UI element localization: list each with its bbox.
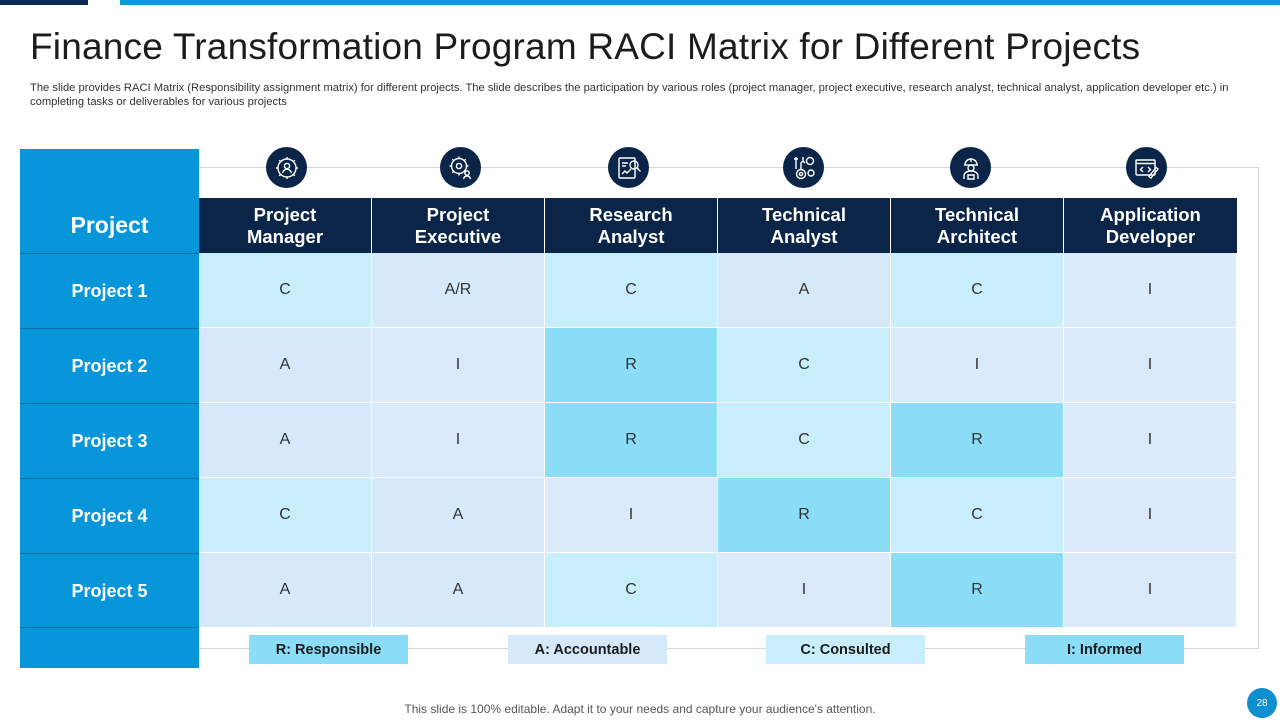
matrix-cell: C — [891, 478, 1064, 553]
matrix-cell: I — [1064, 328, 1237, 403]
matrix-cell: A — [718, 253, 891, 328]
matrix-cell: C — [545, 553, 718, 628]
project-column-divider — [20, 627, 199, 628]
top-accent-bar-dark — [0, 0, 88, 5]
page-subtitle: The slide provides RACI Matrix (Responsi… — [30, 82, 1229, 108]
project-header: Project — [70, 212, 149, 238]
matrix-cell: I — [1064, 478, 1237, 553]
project-label-4: Project 4 — [20, 478, 199, 553]
matrix-cell: I — [1064, 403, 1237, 478]
matrix-cell: C — [718, 403, 891, 478]
page-title: Finance Transformation Program RACI Matr… — [30, 26, 1141, 67]
matrix-cell: C — [545, 253, 718, 328]
matrix-cell: C — [199, 253, 372, 328]
matrix-cell: A — [372, 478, 545, 553]
matrix-cell: A — [199, 553, 372, 628]
matrix-cell: R — [891, 553, 1064, 628]
matrix-cell: I — [1064, 553, 1237, 628]
matrix-cell: I — [891, 328, 1064, 403]
legend-responsible: R: Responsible — [249, 635, 408, 664]
role-header-technical-analyst: Technical Analyst — [718, 198, 891, 253]
matrix-cell: C — [891, 253, 1064, 328]
page-number: 28 — [1247, 688, 1277, 718]
tools-gears-icon — [783, 147, 824, 188]
project-column-background — [20, 149, 199, 668]
role-header-technical-architect: Technical Architect — [891, 198, 1064, 253]
matrix-cell: A — [199, 328, 372, 403]
matrix-cell: R — [545, 403, 718, 478]
role-header-project-manager: Project Manager — [199, 198, 372, 253]
matrix-cell: A — [372, 553, 545, 628]
matrix-cell: C — [718, 328, 891, 403]
matrix-cell: R — [718, 478, 891, 553]
project-label-3: Project 3 — [20, 403, 199, 478]
matrix-cell: R — [891, 403, 1064, 478]
top-accent-bar-blue — [120, 0, 1280, 5]
matrix-cell: I — [372, 403, 545, 478]
code-editor-icon — [1126, 147, 1167, 188]
role-header-application-developer: Application Developer — [1064, 198, 1237, 253]
role-header-research-analyst: Research Analyst — [545, 198, 718, 253]
gear-people-icon — [440, 147, 481, 188]
research-report-icon — [608, 147, 649, 188]
project-label-2: Project 2 — [20, 328, 199, 403]
legend-consulted: C: Consulted — [766, 635, 925, 664]
role-header-project-executive: Project Executive — [372, 198, 545, 253]
matrix-cell: I — [372, 328, 545, 403]
project-label-1: Project 1 — [20, 253, 199, 328]
matrix-cell: I — [718, 553, 891, 628]
project-label-5: Project 5 — [20, 553, 199, 628]
matrix-cell: C — [199, 478, 372, 553]
matrix-cell: I — [545, 478, 718, 553]
matrix-cell: I — [1064, 253, 1237, 328]
legend-accountable: A: Accountable — [508, 635, 667, 664]
matrix-cell: A/R — [372, 253, 545, 328]
matrix-cell: R — [545, 328, 718, 403]
gear-person-icon — [266, 147, 307, 188]
footer-note: This slide is 100% editable. Adapt it to… — [404, 702, 876, 716]
legend-informed: I: Informed — [1025, 635, 1184, 664]
matrix-cell: A — [199, 403, 372, 478]
engineer-icon — [950, 147, 991, 188]
